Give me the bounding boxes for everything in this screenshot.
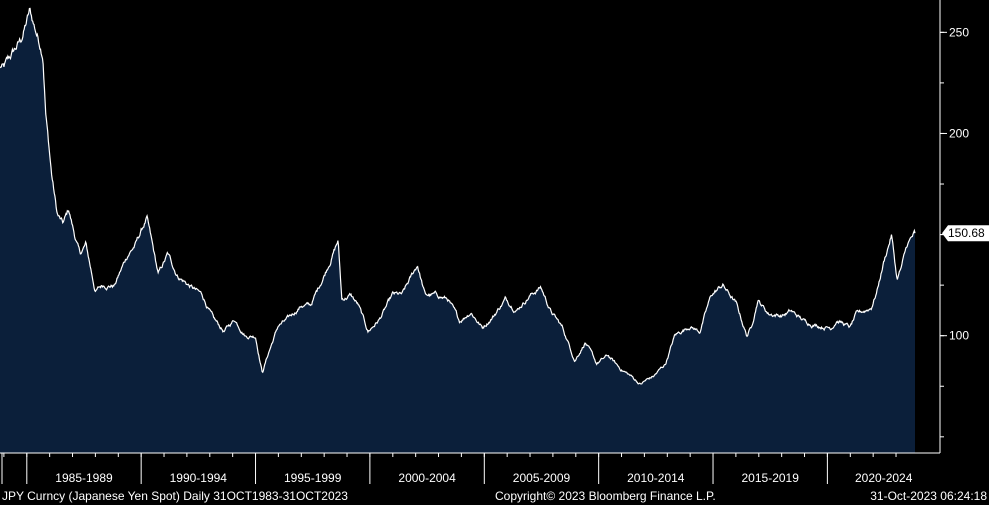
axes: 1001502002501985-19891990-19941995-19992… — [0, 0, 969, 485]
plot-area — [0, 7, 916, 453]
x-period-label: 1990-1994 — [170, 471, 228, 485]
x-period-label: 2015-2019 — [742, 471, 800, 485]
last-value-marker: 150.68 — [942, 225, 989, 242]
x-period-label: 1995-1999 — [284, 471, 342, 485]
y-tick-label: 100 — [949, 329, 969, 343]
price-line — [0, 7, 916, 385]
y-tick-label: 250 — [949, 25, 969, 39]
x-period-label: 2000-2004 — [398, 471, 456, 485]
footer-ticker: JPY Curncy (Japanese Yen Spot) Daily 31O… — [2, 489, 348, 503]
x-period-label: 2005-2009 — [513, 471, 571, 485]
footer-copyright: Copyright© 2023 Bloomberg Finance L.P. — [495, 489, 716, 503]
price-area — [0, 8, 915, 453]
x-period-label: 2020-2024 — [855, 471, 913, 485]
x-period-label: 2010-2014 — [627, 471, 685, 485]
last-value-tag — [942, 225, 989, 242]
y-tick-label: 200 — [949, 126, 969, 140]
x-period-label: 1985-1989 — [55, 471, 113, 485]
last-value-label: 150.68 — [948, 226, 985, 240]
footer-timestamp: 31-Oct-2023 06:24:18 — [870, 489, 987, 503]
